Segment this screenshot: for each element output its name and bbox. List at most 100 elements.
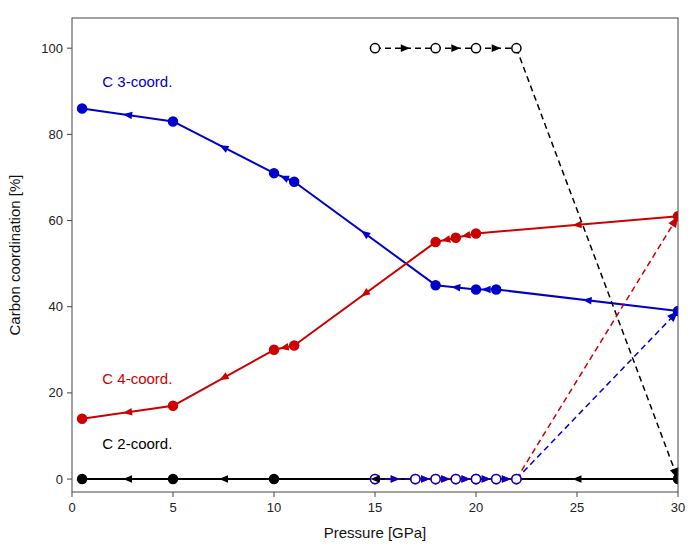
arrowhead	[482, 286, 491, 294]
point	[431, 474, 440, 483]
arrowhead	[482, 475, 491, 483]
arrowhead	[670, 467, 678, 479]
arrowhead	[401, 44, 410, 52]
arrowhead	[123, 112, 132, 120]
point	[451, 474, 460, 483]
series-line	[82, 108, 678, 311]
point	[78, 475, 87, 484]
point	[451, 233, 460, 242]
arrowhead	[502, 475, 511, 483]
y-tick	[67, 306, 72, 307]
arrowhead	[219, 475, 228, 483]
point	[370, 44, 379, 53]
arrowhead	[461, 231, 471, 238]
point	[472, 229, 481, 238]
arrowhead	[441, 475, 450, 483]
series-line	[516, 311, 678, 479]
arrowhead	[502, 475, 511, 483]
point	[169, 117, 178, 126]
arrowhead	[220, 372, 230, 380]
x-tick-label: 20	[469, 500, 483, 515]
markers	[78, 44, 678, 484]
arrowhead	[482, 475, 491, 483]
point	[512, 44, 521, 53]
point	[169, 401, 178, 410]
point	[472, 285, 481, 294]
x-tick	[476, 492, 477, 497]
arrowhead	[461, 475, 470, 483]
y-tick	[67, 392, 72, 393]
x-tick-label: 10	[267, 500, 281, 515]
y-axis-label: Carbon coordination [%]	[6, 175, 23, 336]
y-tick-label: 80	[49, 127, 63, 142]
x-tick-label: 5	[169, 500, 176, 515]
y-tick-label: 40	[49, 299, 63, 314]
arrowhead	[451, 44, 460, 52]
point	[370, 474, 379, 483]
arrowhead	[667, 311, 678, 322]
point	[411, 474, 420, 483]
point	[370, 474, 379, 483]
x-axis-label: Pressure [GPa]	[324, 524, 427, 541]
annotations: C 3-coord.C 4-coord.C 2-coord.	[102, 73, 172, 452]
arrowhead	[280, 343, 290, 350]
y-tick	[67, 220, 72, 221]
arrowhead	[573, 221, 582, 229]
arrowhead	[441, 235, 451, 242]
annotation: C 4-coord.	[102, 370, 172, 387]
x-tick	[274, 492, 275, 497]
arrowhead	[583, 297, 592, 305]
point	[270, 345, 279, 354]
annotation: C 3-coord.	[102, 73, 172, 90]
point	[431, 238, 440, 247]
point	[471, 474, 480, 483]
arrowhead	[668, 216, 678, 228]
y-tick-label: 60	[49, 213, 63, 228]
arrowhead	[123, 475, 132, 483]
point	[512, 474, 521, 483]
y-tick-label: 0	[56, 472, 63, 487]
x-tick	[678, 492, 679, 497]
background	[0, 0, 700, 554]
point	[411, 474, 420, 483]
x-tick-label: 25	[570, 500, 584, 515]
point	[472, 475, 481, 484]
y-tick-label: 20	[49, 385, 63, 400]
arrowhead	[280, 176, 290, 183]
arrowhead	[451, 284, 460, 292]
chart: 051015202530020406080100Pressure [GPa]Ca…	[0, 0, 700, 554]
point	[492, 285, 501, 294]
point	[492, 474, 501, 483]
y-tick	[67, 134, 72, 135]
point	[290, 177, 299, 186]
series-line	[82, 216, 678, 419]
arrowhead	[219, 145, 229, 152]
point	[270, 475, 279, 484]
plot-area	[78, 44, 678, 484]
y-tick-label: 100	[41, 41, 63, 56]
x-tick-label: 15	[368, 500, 382, 515]
point	[78, 104, 87, 113]
y-tick	[67, 48, 72, 49]
point	[169, 475, 178, 484]
x-tick	[72, 492, 73, 497]
arrowhead	[573, 475, 582, 483]
arrowhead	[391, 475, 400, 483]
point	[471, 44, 480, 53]
point	[290, 341, 299, 350]
point	[431, 44, 440, 53]
series-line	[516, 48, 678, 479]
x-tick	[173, 492, 174, 497]
point	[431, 474, 440, 483]
lines	[82, 48, 678, 479]
arrowhead	[361, 231, 371, 239]
arrowhead	[421, 475, 430, 483]
point	[431, 281, 440, 290]
point	[492, 474, 501, 483]
series-line	[516, 216, 678, 479]
point	[270, 169, 279, 178]
point	[451, 474, 460, 483]
x-tick	[577, 492, 578, 497]
point	[471, 474, 480, 483]
point	[512, 474, 521, 483]
